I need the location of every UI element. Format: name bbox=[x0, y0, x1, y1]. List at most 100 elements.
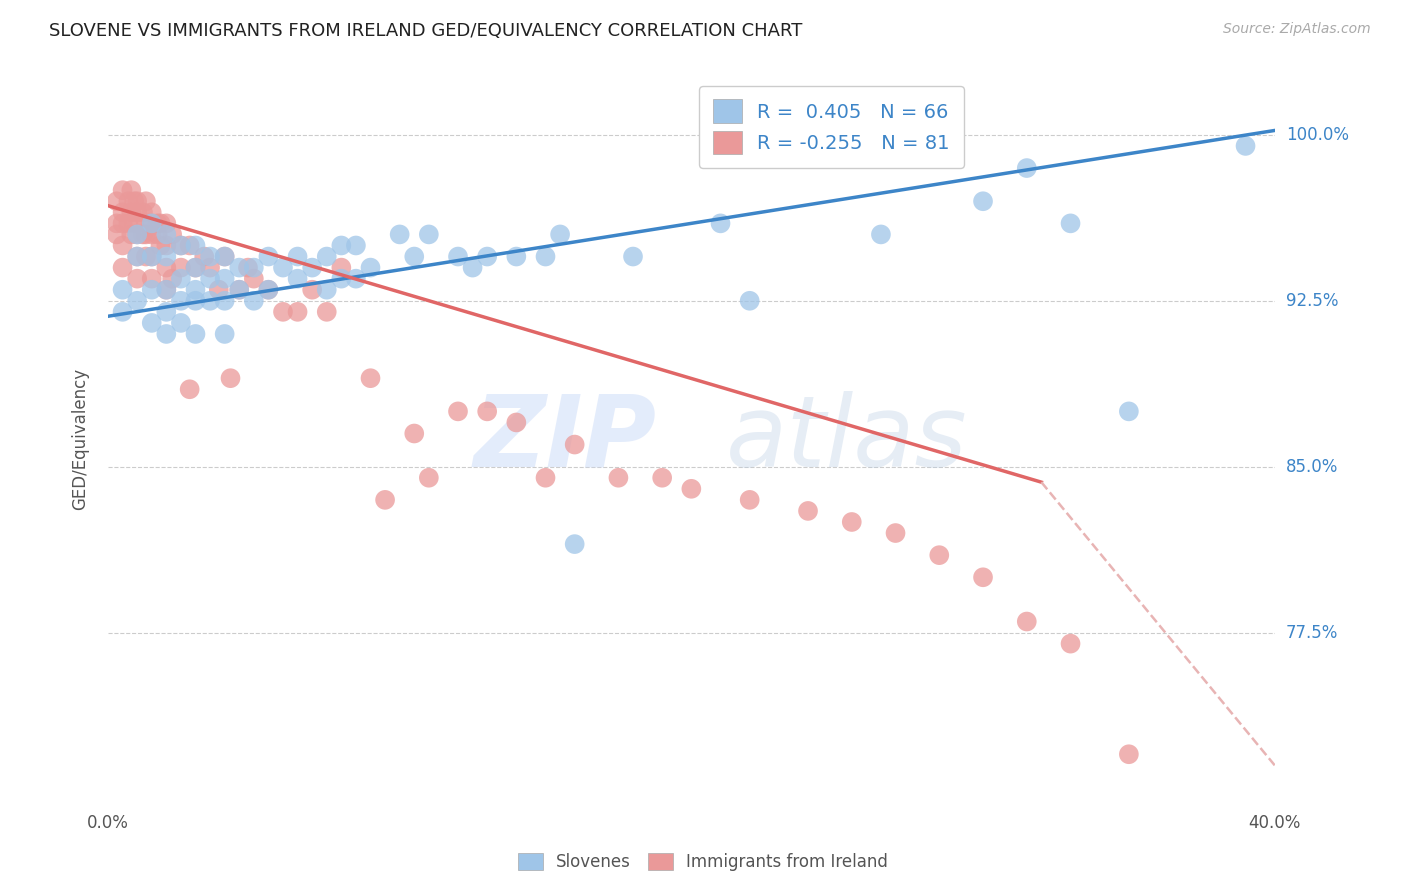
Point bbox=[564, 537, 586, 551]
Point bbox=[475, 404, 498, 418]
Point bbox=[621, 250, 644, 264]
Point bbox=[681, 482, 703, 496]
Point bbox=[388, 227, 411, 242]
Point bbox=[127, 271, 149, 285]
Point bbox=[315, 305, 337, 319]
Point bbox=[117, 216, 139, 230]
Point bbox=[111, 260, 134, 275]
Point bbox=[141, 216, 163, 230]
Point bbox=[738, 293, 761, 308]
Point bbox=[972, 194, 994, 209]
Point bbox=[155, 216, 177, 230]
Point bbox=[607, 471, 630, 485]
Point bbox=[170, 316, 193, 330]
Point bbox=[928, 548, 950, 562]
Point bbox=[287, 305, 309, 319]
Point bbox=[870, 227, 893, 242]
Point bbox=[344, 238, 367, 252]
Point bbox=[149, 238, 172, 252]
Point bbox=[111, 283, 134, 297]
Point bbox=[146, 216, 169, 230]
Point bbox=[505, 416, 527, 430]
Point bbox=[287, 250, 309, 264]
Point bbox=[184, 293, 207, 308]
Text: 85.0%: 85.0% bbox=[1286, 458, 1339, 475]
Point bbox=[198, 293, 221, 308]
Point bbox=[141, 271, 163, 285]
Point bbox=[160, 271, 183, 285]
Point bbox=[884, 526, 907, 541]
Point bbox=[418, 227, 440, 242]
Point bbox=[534, 250, 557, 264]
Point bbox=[214, 271, 236, 285]
Point bbox=[127, 227, 149, 242]
Point bbox=[122, 194, 145, 209]
Point bbox=[127, 293, 149, 308]
Point bbox=[132, 205, 155, 219]
Point bbox=[404, 250, 426, 264]
Point bbox=[548, 227, 571, 242]
Point bbox=[184, 260, 207, 275]
Point bbox=[141, 205, 163, 219]
Point bbox=[1059, 637, 1081, 651]
Point bbox=[127, 227, 149, 242]
Point bbox=[564, 437, 586, 451]
Point bbox=[709, 216, 731, 230]
Text: SLOVENE VS IMMIGRANTS FROM IRELAND GED/EQUIVALENCY CORRELATION CHART: SLOVENE VS IMMIGRANTS FROM IRELAND GED/E… bbox=[49, 22, 803, 40]
Point bbox=[111, 205, 134, 219]
Point bbox=[122, 216, 145, 230]
Point bbox=[243, 293, 266, 308]
Point bbox=[135, 227, 157, 242]
Point bbox=[505, 250, 527, 264]
Point bbox=[1118, 404, 1140, 418]
Point bbox=[738, 492, 761, 507]
Point bbox=[155, 283, 177, 297]
Point bbox=[1118, 747, 1140, 762]
Point bbox=[257, 283, 280, 297]
Point bbox=[447, 404, 470, 418]
Point bbox=[155, 305, 177, 319]
Point bbox=[132, 227, 155, 242]
Point bbox=[170, 260, 193, 275]
Point bbox=[301, 260, 323, 275]
Point bbox=[404, 426, 426, 441]
Point bbox=[141, 283, 163, 297]
Y-axis label: GED/Equivalency: GED/Equivalency bbox=[72, 368, 89, 510]
Point bbox=[651, 471, 673, 485]
Point bbox=[1015, 161, 1038, 175]
Point bbox=[330, 260, 353, 275]
Point bbox=[160, 227, 183, 242]
Point bbox=[214, 250, 236, 264]
Point bbox=[149, 216, 172, 230]
Text: 77.5%: 77.5% bbox=[1286, 624, 1339, 641]
Point bbox=[287, 271, 309, 285]
Point bbox=[120, 205, 142, 219]
Point bbox=[184, 238, 207, 252]
Point bbox=[198, 250, 221, 264]
Point bbox=[534, 471, 557, 485]
Text: Source: ZipAtlas.com: Source: ZipAtlas.com bbox=[1223, 22, 1371, 37]
Text: atlas: atlas bbox=[727, 391, 967, 488]
Point bbox=[841, 515, 863, 529]
Point bbox=[374, 492, 396, 507]
Point bbox=[105, 227, 128, 242]
Point bbox=[797, 504, 820, 518]
Point bbox=[228, 260, 250, 275]
Point bbox=[120, 227, 142, 242]
Point bbox=[193, 250, 215, 264]
Point bbox=[127, 205, 149, 219]
Point bbox=[146, 227, 169, 242]
Point bbox=[170, 293, 193, 308]
Point bbox=[257, 250, 280, 264]
Point bbox=[111, 238, 134, 252]
Point bbox=[127, 250, 149, 264]
Point bbox=[141, 250, 163, 264]
Point bbox=[228, 283, 250, 297]
Point bbox=[155, 250, 177, 264]
Text: ZIP: ZIP bbox=[474, 391, 657, 488]
Point bbox=[360, 260, 382, 275]
Point bbox=[135, 250, 157, 264]
Point bbox=[179, 382, 201, 396]
Point bbox=[208, 283, 231, 297]
Point bbox=[111, 183, 134, 197]
